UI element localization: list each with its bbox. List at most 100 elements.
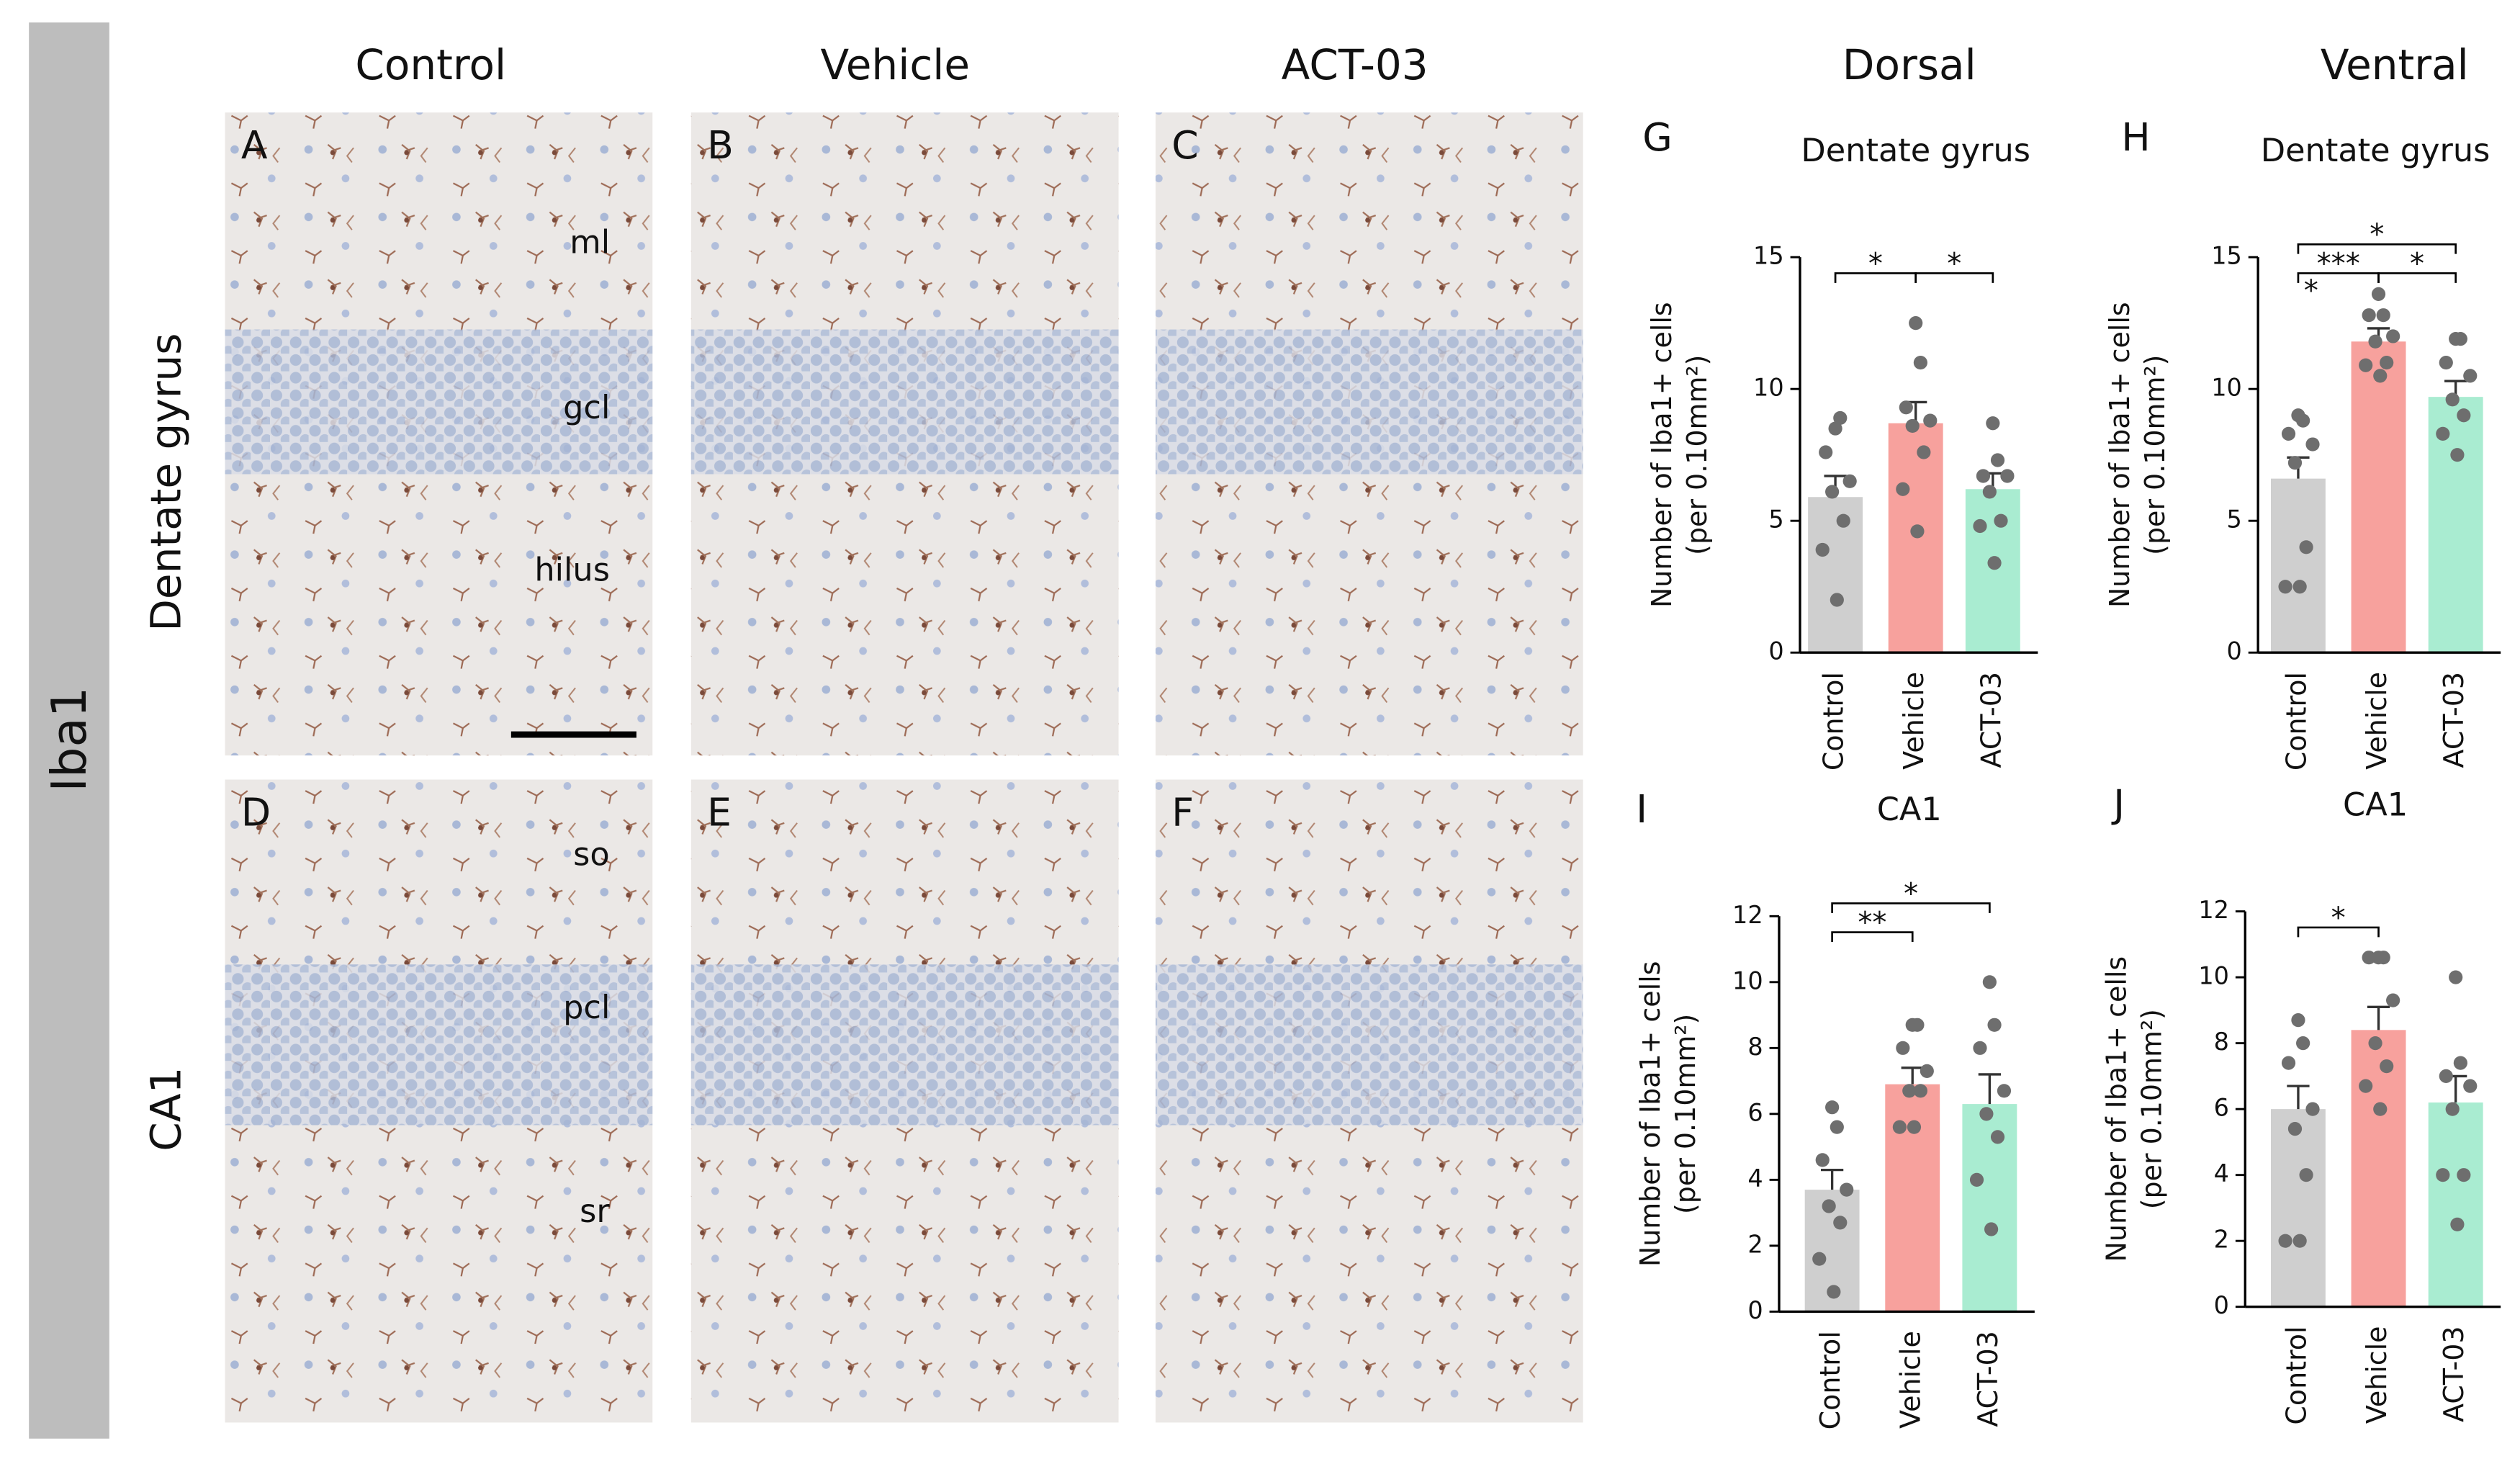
bar [1962, 1104, 2017, 1312]
data-point [1979, 1107, 1994, 1121]
data-point [2380, 1059, 2394, 1074]
x-tick-label: Control [1814, 1331, 1846, 1429]
significance-label: * [1904, 877, 1918, 910]
data-point [1910, 1018, 1925, 1032]
chart-title: CA1 [1877, 791, 1942, 828]
panel-letter: C [1171, 122, 1198, 168]
data-point [1984, 1222, 1999, 1236]
data-point [2449, 970, 2463, 984]
data-point [1982, 485, 1997, 499]
panel-letter: E [707, 789, 732, 835]
x-tick-label: ACT-03 [2438, 672, 2470, 768]
region-label: pcl [563, 989, 610, 1026]
data-point [1822, 1199, 1836, 1213]
data-point [1902, 1084, 1917, 1098]
panel-letter: A [241, 122, 268, 168]
data-point [2463, 1079, 2478, 1093]
data-point [2371, 287, 2386, 301]
data-point [1892, 1120, 1907, 1134]
panel-letter: B [707, 122, 734, 168]
cell-layer [225, 964, 653, 1126]
data-point [1913, 1084, 1927, 1098]
data-point [2368, 1036, 2382, 1051]
row-title: CA1 [142, 1067, 191, 1151]
y-tick-label: 12 [1732, 901, 1763, 929]
y-tick-label: 8 [1747, 1033, 1763, 1061]
data-point [1905, 418, 1920, 434]
significance-label: * [2410, 247, 2424, 280]
data-point [2450, 448, 2465, 462]
y-tick-label: 0 [2214, 1291, 2229, 1319]
panel-letter: F [1171, 789, 1194, 835]
x-tick-label: Vehicle [2361, 672, 2393, 770]
data-point [2439, 1069, 2453, 1083]
data-point [2281, 1056, 2296, 1070]
y-tick-label: 10 [1753, 374, 1784, 402]
data-point [2445, 1102, 2460, 1116]
y-axis-label: Number of Iba1+ cells [2100, 956, 2132, 1262]
x-tick-label: Vehicle [2361, 1326, 2393, 1424]
data-point [2463, 369, 2478, 383]
annotation: * [2304, 274, 2318, 307]
data-point [2450, 1217, 2465, 1231]
data-point [2373, 1102, 2388, 1116]
y-tick-label: 2 [1747, 1230, 1763, 1258]
data-point [2291, 1013, 2305, 1028]
data-point [1986, 416, 2000, 431]
data-point [2376, 308, 2390, 323]
panel-letter: I [1636, 786, 1647, 832]
region-label: gcl [563, 389, 610, 426]
panel-letter: D [241, 789, 271, 835]
data-point [2439, 355, 2453, 370]
region-label: so [573, 836, 610, 874]
data-point [2380, 355, 2394, 370]
data-point [1994, 513, 2008, 528]
significance-bracket [1914, 272, 1994, 283]
data-point [1815, 1153, 1830, 1167]
significance-label: *** [2317, 247, 2360, 280]
data-point [1969, 1172, 1984, 1187]
y-axis-label: Number of Iba1+ cells [2104, 302, 2136, 608]
y-axis-label: Number of Iba1+ cells [1634, 961, 1666, 1267]
bar [2428, 1103, 2483, 1307]
chart-title: Dentate gyrus [2261, 132, 2490, 169]
data-point [1842, 474, 1857, 488]
data-point [1973, 1041, 1987, 1055]
data-point [1836, 513, 1850, 528]
data-point [2296, 413, 2310, 428]
y-tick-label: 15 [2211, 242, 2242, 270]
data-point [2373, 369, 2388, 383]
data-point [2453, 332, 2467, 346]
chart-title: Dentate gyrus [1801, 132, 2030, 169]
data-point [2386, 993, 2400, 1007]
data-point [1825, 1100, 1840, 1115]
data-point [1896, 1041, 1910, 1055]
y-tick-label: 4 [2214, 1159, 2229, 1187]
column-title: Control [355, 40, 506, 89]
data-point [1815, 542, 1830, 557]
data-point [2376, 951, 2390, 965]
x-tick-label: Vehicle [1898, 672, 1930, 770]
y-axis-label: (per 0.10mm²) [1681, 355, 1713, 555]
data-point [1917, 445, 1931, 459]
data-point [1827, 1285, 1841, 1299]
cell-layer [1155, 964, 1583, 1126]
data-point [1976, 469, 1991, 483]
y-tick-label: 2 [2214, 1226, 2229, 1254]
data-point [2436, 426, 2450, 441]
x-tick-label: Control [2280, 672, 2312, 771]
data-point [2296, 1036, 2310, 1051]
bar [2270, 478, 2326, 653]
data-point [2359, 1079, 2373, 1093]
data-point [1990, 1130, 2005, 1144]
significance-bracket [2297, 926, 2380, 938]
row-title: Dentate gyrus [142, 333, 191, 631]
data-point [2359, 358, 2373, 372]
data-point [1833, 410, 1848, 426]
y-axis-label: Number of Iba1+ cells [1646, 302, 1678, 608]
data-point [2000, 469, 2015, 483]
data-point [1987, 556, 2002, 570]
y-axis-label: (per 0.10mm²) [2139, 355, 2171, 555]
